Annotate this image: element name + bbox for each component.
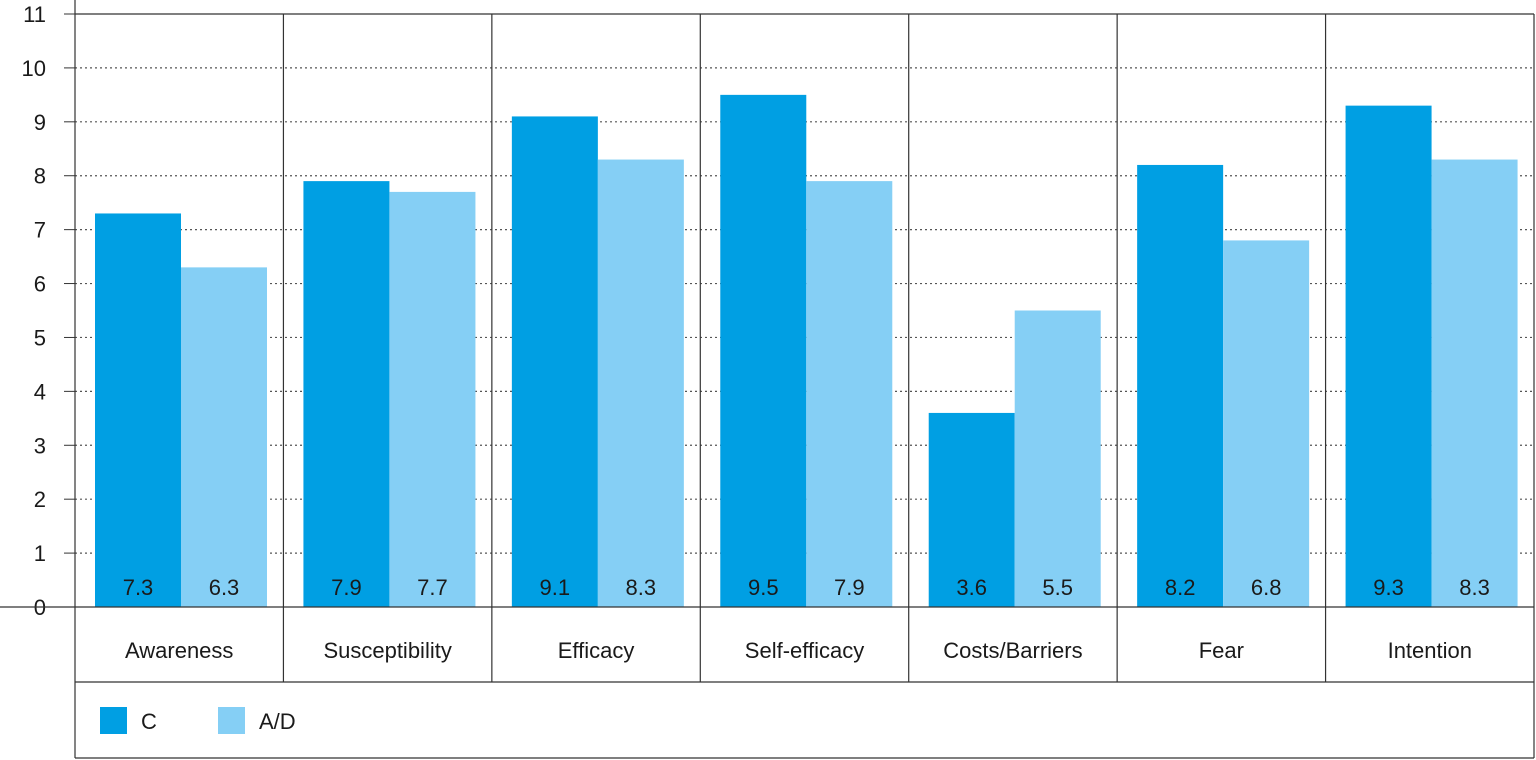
bar-AD-costs-barriers: [1014, 310, 1101, 607]
bar-C-self-efficacy: [720, 94, 807, 607]
legend: C A/D: [100, 707, 296, 734]
legend-swatch-AD: [218, 707, 245, 734]
bar-C-awareness: [95, 213, 181, 608]
value-label: 8.3: [626, 575, 657, 600]
y-tick-label-7: 7: [34, 218, 46, 243]
bar-C-susceptibility: [303, 181, 390, 608]
legend-swatch-C: [100, 707, 127, 734]
value-label: 7.9: [331, 575, 362, 600]
y-tick-label-2: 2: [34, 487, 46, 512]
y-tick-label-9: 9: [34, 110, 46, 135]
y-tick-label-8: 8: [34, 164, 46, 189]
category-labels: Awareness Susceptibility Efficacy Self-effi…: [125, 638, 1472, 663]
value-label: 8.2: [1165, 575, 1196, 600]
bars: [95, 94, 1518, 608]
bar-AD-intention: [1431, 159, 1518, 607]
y-tick-label-3: 3: [34, 433, 46, 458]
y-tick-label-1: 1: [34, 541, 46, 566]
bar-AD-susceptibility: [389, 191, 476, 607]
category-label-awareness: Awareness: [125, 638, 233, 663]
value-label: 9.1: [540, 575, 571, 600]
value-labels: 7.3 6.3 7.9 7.7 9.1 8.3 9.5 7.9 3.6 5.5 8.2 6.8 9.3 8…: [123, 575, 1490, 600]
y-tick-label-4: 4: [34, 379, 46, 404]
bar-C-fear: [1137, 164, 1224, 608]
category-label-fear: Fear: [1199, 638, 1244, 663]
legend-label-AD: A/D: [259, 709, 296, 734]
bar-C-efficacy: [511, 116, 598, 607]
bar-AD-awareness: [181, 267, 267, 607]
y-tick-label-6: 6: [34, 272, 46, 297]
bar-C-intention: [1345, 105, 1432, 608]
value-label: 9.3: [1373, 575, 1404, 600]
category-label-costs-barriers: Costs/Barriers: [943, 638, 1082, 663]
value-label: 7.9: [834, 575, 865, 600]
value-label: 9.5: [748, 575, 779, 600]
category-label-intention: Intention: [1388, 638, 1472, 663]
legend-label-C: C: [141, 709, 157, 734]
bar-AD-self-efficacy: [806, 181, 893, 608]
bar-AD-fear: [1223, 240, 1310, 607]
value-label: 6.3: [209, 575, 240, 600]
category-dividers: [282, 14, 1327, 682]
category-label-self-efficacy: Self-efficacy: [745, 638, 864, 663]
value-label: 7.7: [417, 575, 448, 600]
value-label: 5.5: [1042, 575, 1073, 600]
y-tick-label-10: 10: [22, 56, 46, 81]
value-label: 6.8: [1251, 575, 1282, 600]
category-label-efficacy: Efficacy: [558, 638, 635, 663]
value-label: 7.3: [123, 575, 154, 600]
value-label: 3.6: [956, 575, 987, 600]
y-tick-label-5: 5: [34, 325, 46, 350]
bar-C-costs-barriers: [928, 412, 1015, 607]
category-label-susceptibility: Susceptibility: [323, 638, 451, 663]
value-label: 8.3: [1459, 575, 1490, 600]
bar-AD-efficacy: [597, 159, 684, 607]
y-tick-label-11: 11: [23, 2, 46, 27]
